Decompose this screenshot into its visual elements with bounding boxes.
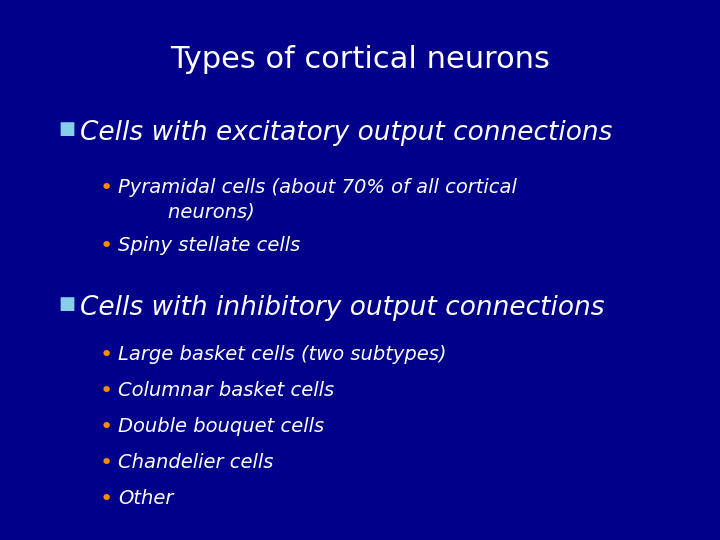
Text: Double bouquet cells: Double bouquet cells	[118, 417, 324, 436]
Text: Large basket cells (two subtypes): Large basket cells (two subtypes)	[118, 345, 446, 364]
Text: ■: ■	[58, 295, 75, 313]
Text: Cells with inhibitory output connections: Cells with inhibitory output connections	[80, 295, 605, 321]
Text: Columnar basket cells: Columnar basket cells	[118, 381, 334, 400]
Text: Spiny stellate cells: Spiny stellate cells	[118, 236, 300, 255]
Text: Chandelier cells: Chandelier cells	[118, 453, 274, 472]
Text: •: •	[100, 345, 113, 365]
Text: Types of cortical neurons: Types of cortical neurons	[170, 45, 550, 74]
Text: •: •	[100, 453, 113, 473]
Text: •: •	[100, 178, 113, 198]
Text: Cells with excitatory output connections: Cells with excitatory output connections	[80, 120, 613, 146]
Text: ■: ■	[58, 120, 75, 138]
Text: •: •	[100, 489, 113, 509]
Text: •: •	[100, 417, 113, 437]
Text: Other: Other	[118, 489, 174, 508]
Text: Pyramidal cells (about 70% of all cortical
        neurons): Pyramidal cells (about 70% of all cortic…	[118, 178, 517, 222]
Text: •: •	[100, 381, 113, 401]
Text: •: •	[100, 236, 113, 256]
